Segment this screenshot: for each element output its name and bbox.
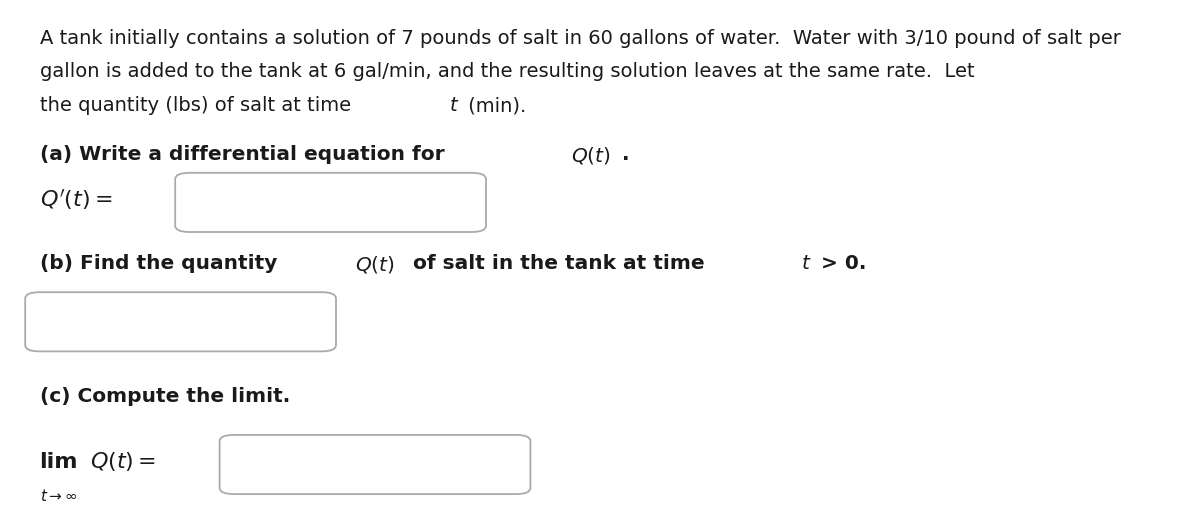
Text: $\mathit{Q}'(t) =$: $\mathit{Q}'(t) =$ — [40, 187, 112, 212]
Text: $t\rightarrow\infty$: $t\rightarrow\infty$ — [40, 488, 77, 503]
Text: the quantity (lbs) of salt at time: the quantity (lbs) of salt at time — [40, 96, 356, 115]
Text: A tank initially contains a solution of 7 pounds of salt in 60 gallons of water.: A tank initially contains a solution of … — [40, 29, 1121, 48]
Text: $\mathit{Q}(t) =$: $\mathit{Q}(t) =$ — [90, 450, 156, 473]
FancyBboxPatch shape — [25, 292, 336, 351]
FancyBboxPatch shape — [175, 173, 486, 232]
Text: $\mathit{t}$: $\mathit{t}$ — [449, 96, 460, 115]
Text: gallon is added to the tank at 6 gal/min, and the resulting solution leaves at t: gallon is added to the tank at 6 gal/min… — [40, 62, 980, 81]
Text: of salt in the tank at time: of salt in the tank at time — [406, 254, 712, 274]
Text: $\mathit{t}$: $\mathit{t}$ — [800, 254, 811, 274]
Text: lim: lim — [40, 452, 78, 472]
FancyBboxPatch shape — [220, 435, 530, 494]
Text: > 0.: > 0. — [814, 254, 866, 274]
Text: .: . — [622, 145, 630, 165]
Text: (a) Write a differential equation for: (a) Write a differential equation for — [40, 145, 451, 165]
Text: (c) Compute the limit.: (c) Compute the limit. — [40, 387, 290, 406]
Text: (b) Find the quantity: (b) Find the quantity — [40, 254, 284, 274]
Text: $\mathit{Q}(t)$: $\mathit{Q}(t)$ — [355, 254, 395, 275]
Text: $\mathit{Q}(t)$: $\mathit{Q}(t)$ — [571, 145, 611, 166]
Text: (min).: (min). — [462, 96, 527, 115]
